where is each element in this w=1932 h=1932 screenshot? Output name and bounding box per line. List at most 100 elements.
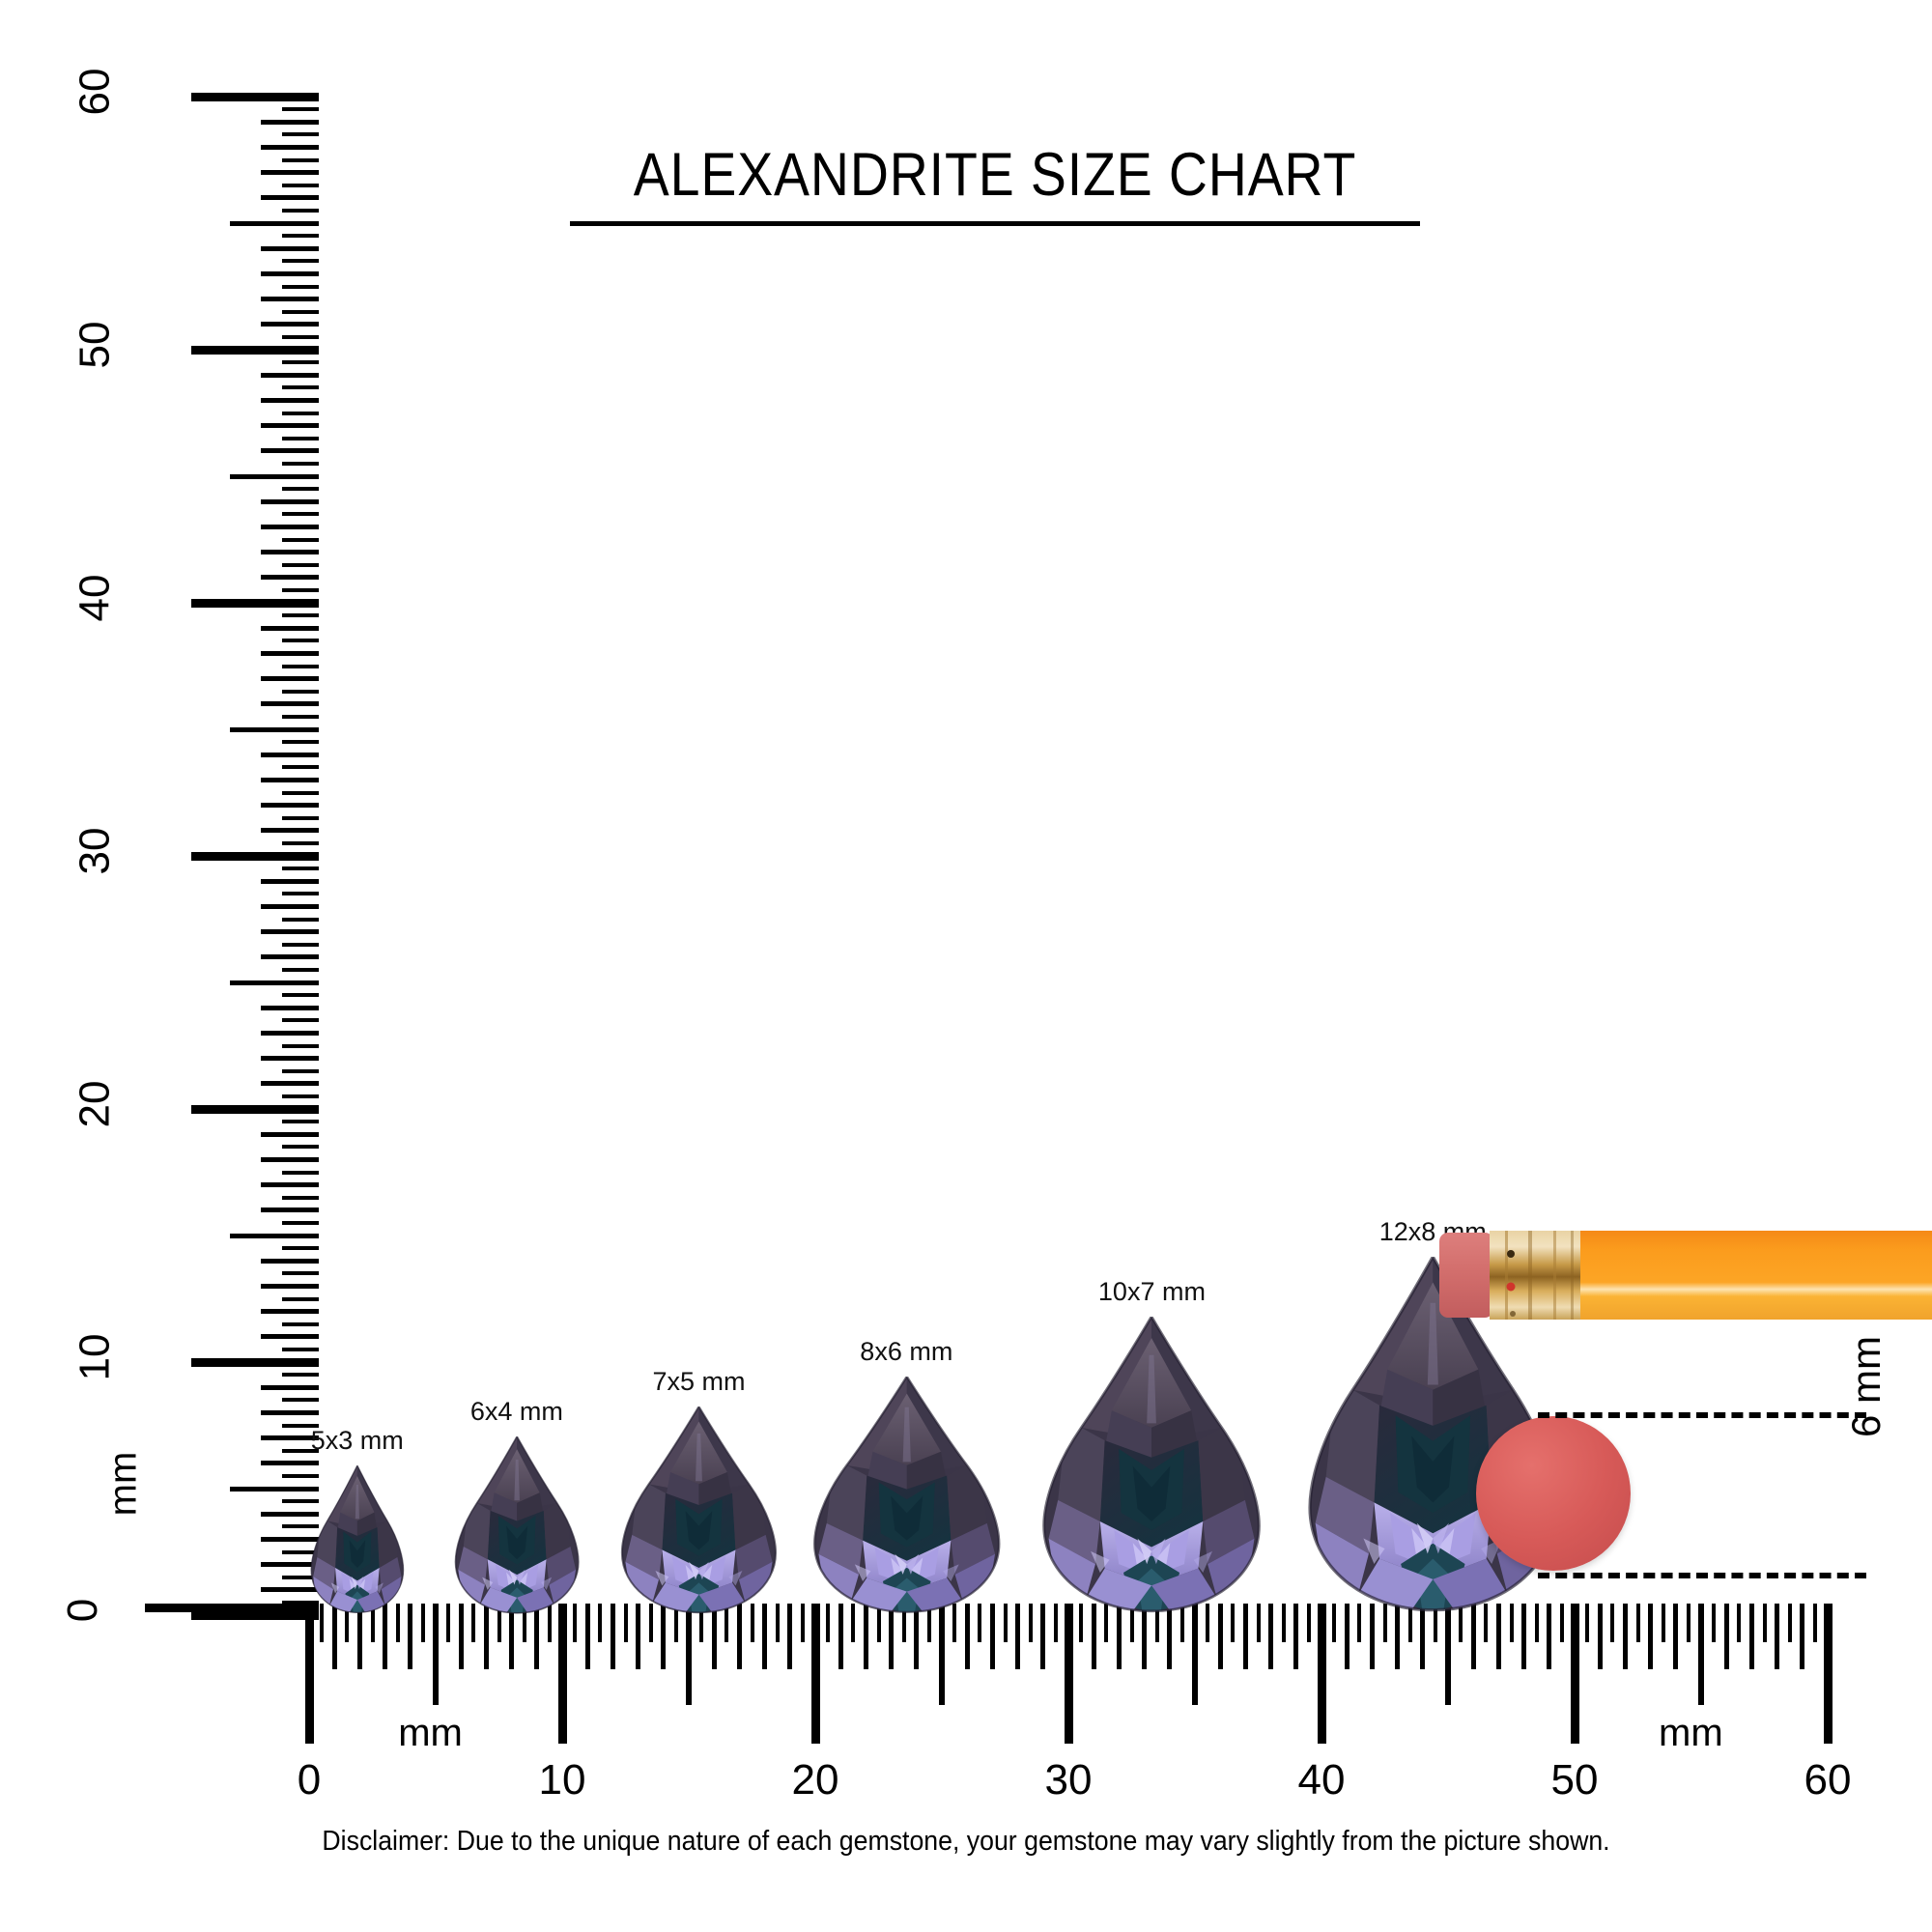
vruler-unit-tick <box>261 119 319 125</box>
hruler-major-tick <box>1064 1604 1073 1744</box>
hruler-major-tick <box>1570 1604 1579 1744</box>
hruler-major-tick <box>1317 1604 1326 1744</box>
hruler-minor-tick <box>420 1604 425 1642</box>
hruler-unit-tick <box>1420 1604 1426 1669</box>
vruler-minor-tick <box>282 1423 319 1428</box>
vruler-unit-tick <box>261 297 319 302</box>
hruler-minor-tick <box>1104 1604 1109 1642</box>
vruler-label: 10 <box>71 1333 119 1381</box>
vruler-unit-tick <box>261 676 319 682</box>
gemstone-item[interactable]: 6x4 mm <box>450 1397 583 1615</box>
gemstone-item[interactable]: 5x3 mm <box>307 1426 408 1615</box>
vruler-label: 20 <box>71 1080 119 1128</box>
hruler-minor-tick <box>926 1604 931 1642</box>
vruler-major-tick <box>191 1357 319 1367</box>
vruler-unit-tick <box>261 752 319 757</box>
hruler-unit-tick <box>1091 1604 1096 1669</box>
hruler-unit-tick <box>1167 1604 1173 1669</box>
vruler-unit-tick <box>261 929 319 935</box>
vruler-unit-tick <box>261 170 319 176</box>
gemstone-item[interactable]: 8x6 mm <box>807 1337 1008 1615</box>
vruler-minor-tick <box>282 1347 319 1351</box>
vruler-unit-tick <box>261 828 319 834</box>
vruler-label: 60 <box>71 68 119 116</box>
hruler-minor-tick <box>952 1604 957 1642</box>
hruler-minor-tick <box>598 1604 603 1642</box>
hruler-minor-tick <box>370 1604 375 1642</box>
hruler-minor-tick <box>1206 1604 1210 1642</box>
hruler-minor-tick <box>851 1604 856 1642</box>
vruler-minor-tick <box>282 1145 319 1150</box>
hruler-unit-tick <box>1040 1604 1046 1669</box>
vruler-minor-tick <box>282 537 319 542</box>
vruler-minor-tick <box>282 1296 319 1301</box>
hruler-unit-tick <box>1723 1604 1729 1669</box>
vruler-minor-tick <box>282 360 319 365</box>
hruler-mid-tick <box>1445 1604 1451 1705</box>
hruler-major-tick <box>810 1604 820 1744</box>
vruler-major-tick <box>191 851 319 861</box>
hruler-unit-tick <box>1142 1604 1148 1669</box>
vruler-unit-tick <box>261 448 319 454</box>
hruler-minor-tick <box>699 1604 704 1642</box>
hruler-minor-tick <box>1357 1604 1362 1642</box>
hruler-minor-tick <box>395 1604 400 1642</box>
vruler-unit-tick <box>261 270 319 276</box>
vruler-minor-tick <box>282 790 319 795</box>
vruler-unit-tick <box>261 245 319 251</box>
vruler-minor-tick <box>282 1094 319 1098</box>
hruler-minor-tick <box>1281 1604 1286 1642</box>
hruler-unit-tick <box>1800 1604 1805 1669</box>
vruler-minor-tick <box>282 436 319 440</box>
hruler-unit-tick <box>1673 1604 1679 1669</box>
hruler-unit-tick <box>331 1604 337 1669</box>
hruler-label: 50 <box>1550 1756 1599 1804</box>
hruler-minor-tick <box>320 1604 325 1642</box>
vruler-minor-tick <box>282 385 319 390</box>
vruler-label: 50 <box>71 321 119 369</box>
vruler-mid-tick <box>230 220 319 226</box>
hruler-unit-tick <box>1344 1604 1350 1669</box>
vruler-unit-tick <box>261 1131 319 1137</box>
hruler-minor-tick <box>1610 1604 1615 1642</box>
hruler-minor-tick <box>1179 1604 1184 1642</box>
hruler-minor-tick <box>1585 1604 1590 1642</box>
gemstone-item[interactable]: 7x5 mm <box>615 1367 782 1615</box>
gemstone-item[interactable]: 10x7 mm <box>1035 1277 1268 1615</box>
hruler-minor-tick <box>724 1604 729 1642</box>
vruler-major-tick <box>191 345 319 355</box>
hruler-unit-tick <box>1521 1604 1527 1669</box>
hruler-minor-tick <box>826 1604 831 1642</box>
hruler-minor-tick <box>648 1604 653 1642</box>
hruler-unit-tick <box>458 1604 464 1669</box>
vruler-mid-tick <box>230 980 319 985</box>
vruler-unit-tick <box>261 144 319 150</box>
hruler-unit-tick <box>1495 1604 1501 1669</box>
hruler-minor-tick <box>1407 1604 1412 1642</box>
vruler-minor-tick <box>282 487 319 492</box>
hruler-unit-tick <box>889 1604 895 1669</box>
vruler-unit-tick <box>261 524 319 529</box>
hruler-minor-tick <box>623 1604 628 1642</box>
hruler-minor-tick <box>1382 1604 1387 1642</box>
hruler-unit-tick <box>509 1604 515 1669</box>
vruler-minor-tick <box>282 942 319 947</box>
vruler-unit-tick <box>261 701 319 707</box>
pear-gemstone-icon <box>310 1465 405 1614</box>
pear-gemstone-icon <box>454 1435 580 1614</box>
vruler-major-tick <box>191 1104 319 1114</box>
vruler-label: 30 <box>71 827 119 875</box>
vruler-minor-tick <box>282 309 319 314</box>
vruler-minor-tick <box>282 993 319 998</box>
vruler-unit-label: mm <box>101 1451 145 1517</box>
hruler-unit-tick <box>787 1604 793 1669</box>
vruler-unit-tick <box>261 1334 319 1340</box>
hruler-unit-tick <box>1015 1604 1021 1669</box>
hruler-unit-tick <box>661 1604 667 1669</box>
vruler-minor-tick <box>282 234 319 239</box>
disclaimer-text: Disclaimer: Due to the unique nature of … <box>322 1826 1610 1857</box>
hruler-minor-tick <box>1686 1604 1690 1642</box>
vruler-unit-tick <box>261 954 319 960</box>
vruler-minor-tick <box>282 1549 319 1554</box>
gemstone-size-label: 7x5 mm <box>652 1366 746 1396</box>
